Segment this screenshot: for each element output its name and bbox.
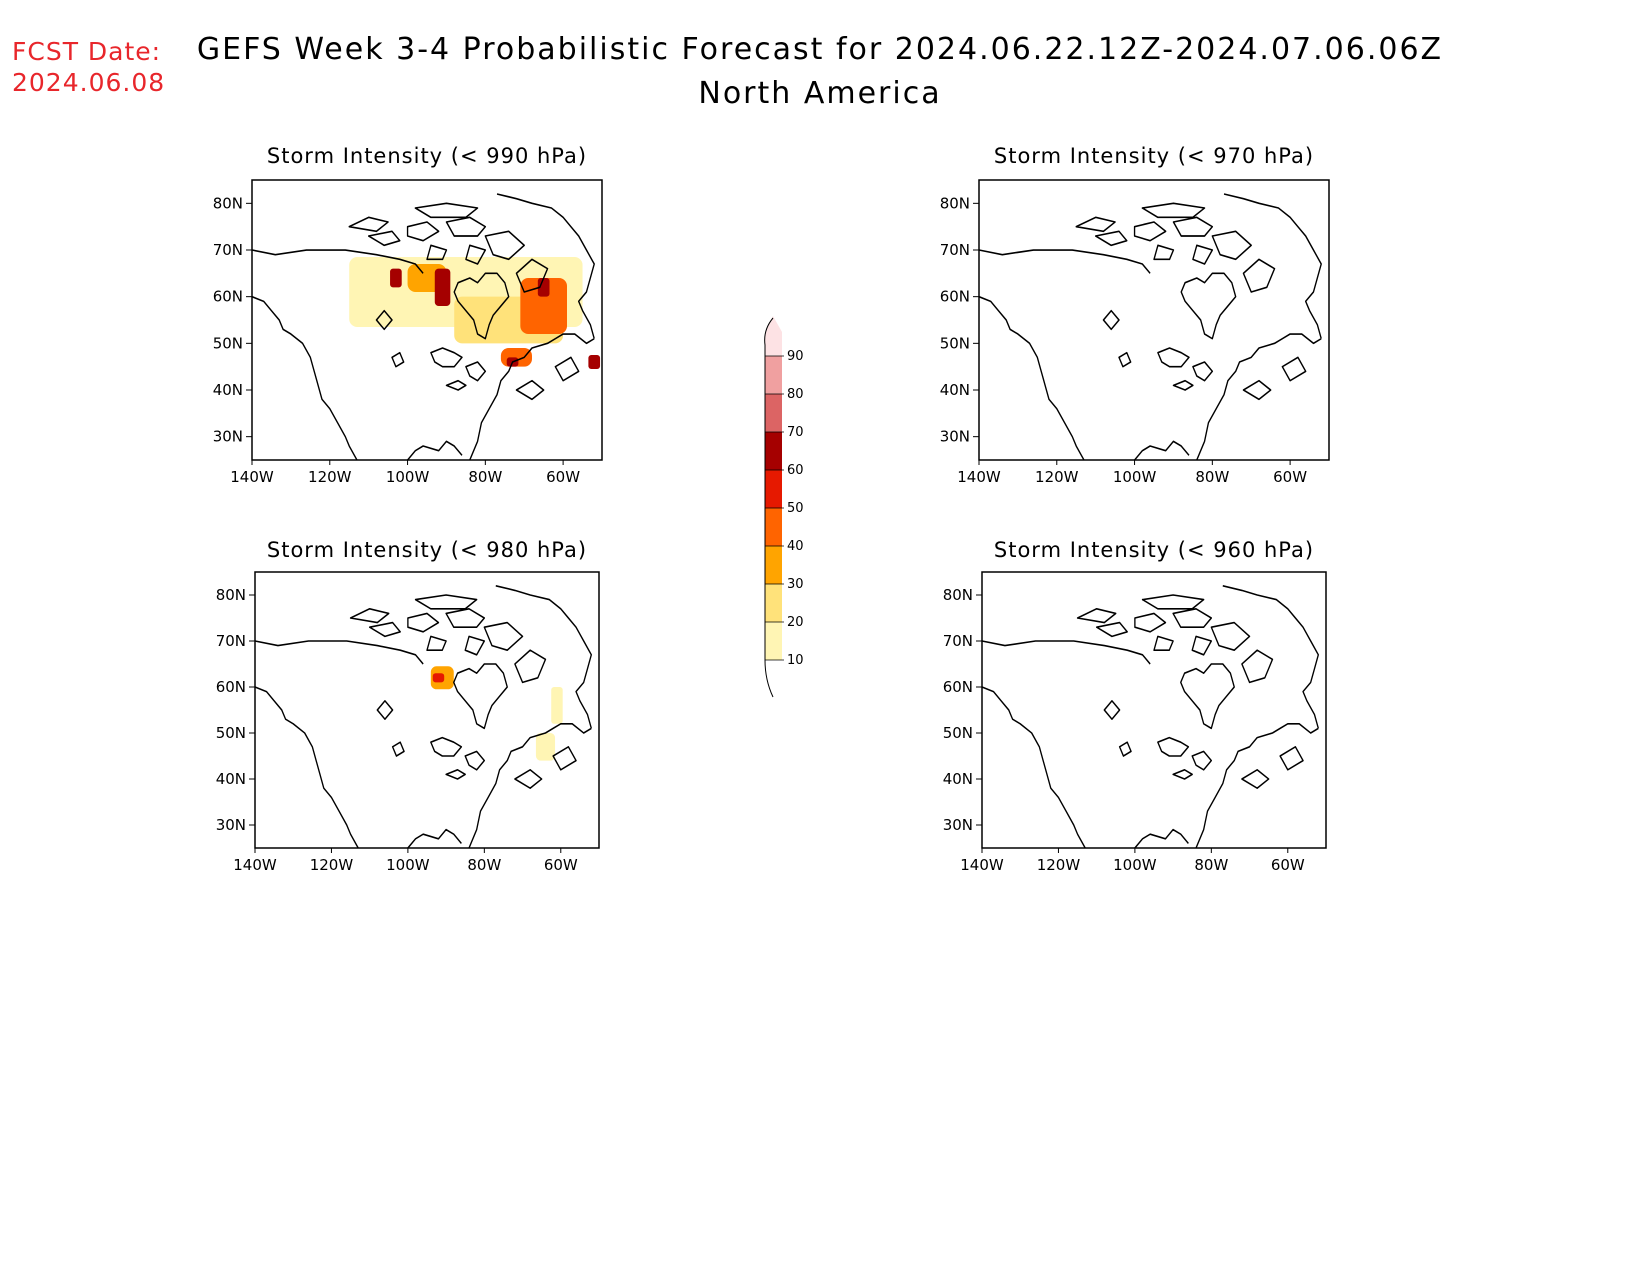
colorbar-tick-label: 70 [787,425,804,440]
lon-tick-label: 100W [386,468,430,486]
lat-tick-label: 70N [943,632,973,650]
lat-tick-label: 80N [216,586,246,604]
lon-tick-label: 100W [386,856,430,874]
main-title: GEFS Week 3-4 Probabilistic Forecast for… [196,32,1444,67]
panel-980-frame [254,571,600,849]
lat-tick-label: 30N [213,428,243,446]
lat-tick-label: 70N [213,241,243,259]
lat-tick-label: 80N [943,586,973,604]
panel-980-probability-layer [430,666,563,761]
panel-960-title: Storm Intensity (< 960 hPa) [994,538,1314,562]
lon-tick-label: 60W [544,856,578,874]
panel-990-axes: 80N 70N 60N 50N 40N 30N 140W 120W 100W 80W 60W [213,194,581,486]
lon-tick-label: 120W [310,856,354,874]
panel-960-frame [981,571,1327,849]
probability-cell [390,268,402,288]
colorbar-swatch [765,394,782,432]
lat-tick-label: 30N [940,428,970,446]
lon-tick-label: 60W [1273,468,1307,486]
colorbar-tick-label: 40 [787,539,804,554]
lat-tick-label: 50N [943,724,973,742]
lon-tick-label: 80W [1194,856,1228,874]
forecast-date-block: FCST Date: 2024.06.08 [12,36,165,98]
lat-tick-label: 60N [940,288,970,306]
colorbar-tick-label: 90 [787,349,804,364]
probability-cell [535,733,556,761]
lon-tick-label: 60W [1271,856,1305,874]
panel-960-axes: 80N 70N 60N 50N 40N 30N 140W 120W 100W 80W 60W [943,586,1305,874]
lon-tick-label: 140W [960,856,1004,874]
probability-cell [520,278,567,334]
lat-tick-label: 60N [943,678,973,696]
lon-tick-label: 60W [546,468,580,486]
lat-tick-label: 60N [216,678,246,696]
probability-cell [537,278,550,297]
panel-980-axes: 80N 70N 60N 50N 40N 30N 140W 120W 100W 80W 60W [216,586,578,874]
lon-tick-label: 140W [957,468,1001,486]
lat-tick-label: 30N [216,816,246,834]
colorbar-swatch [765,546,782,584]
lon-tick-label: 80W [467,856,501,874]
lat-tick-label: 80N [213,194,243,212]
colorbar-tick-label: 10 [787,653,804,668]
colorbar-swatch [765,622,782,660]
lon-tick-label: 80W [468,468,502,486]
probability-cell [551,687,563,724]
colorbar-tick-label: 50 [787,501,804,516]
colorbar-tick-label: 20 [787,615,804,630]
probability-cell [588,355,601,369]
lon-tick-label: 100W [1113,856,1157,874]
lat-tick-label: 40N [216,770,246,788]
lon-tick-label: 120W [1037,856,1081,874]
panel-980-title: Storm Intensity (< 980 hPa) [267,538,587,562]
colorbar-swatch [765,316,782,356]
lon-tick-label: 120W [308,468,352,486]
panel-990-probability-layer [349,257,601,369]
colorbar-outline [764,317,774,698]
forecast-date-label: FCST Date: [12,37,162,66]
colorbar-tick-label: 80 [787,387,804,402]
panel-970-axes: 80N 70N 60N 50N 40N 30N 140W 120W 100W 80W 60W [940,194,1308,486]
lon-tick-label: 140W [233,856,277,874]
lat-tick-label: 70N [216,632,246,650]
colorbar-swatch [765,584,782,622]
probability-cell [434,268,451,306]
forecast-date-value: 2024.06.08 [12,68,166,97]
lon-tick-label: 140W [230,468,274,486]
panel-970-title: Storm Intensity (< 970 hPa) [994,144,1314,168]
lat-tick-label: 80N [940,194,970,212]
panel-970: Storm Intensity (< 970 hPa) 80N 70N 60N 50N… [940,144,1330,486]
probability-cell [432,673,445,683]
probability-colorbar: 10 20 30 40 50 60 70 80 90 [764,316,804,698]
lat-tick-label: 40N [943,770,973,788]
lon-tick-label: 120W [1035,468,1079,486]
panel-990-title: Storm Intensity (< 990 hPa) [267,144,587,168]
panel-990: Storm Intensity (< 990 hPa) 80N 70N 60N 50N… [213,144,603,486]
lon-tick-label: 80W [1195,468,1229,486]
colorbar-tick-label: 60 [787,463,804,478]
colorbar-swatch [765,432,782,470]
lat-tick-label: 50N [213,334,243,352]
panel-960: Storm Intensity (< 960 hPa) 80N 70N 60N 50N… [943,538,1327,874]
colorbar-swatch [765,470,782,508]
lat-tick-label: 40N [940,381,970,399]
lat-tick-label: 40N [213,381,243,399]
colorbar-tick-label: 30 [787,577,804,592]
lon-tick-label: 100W [1113,468,1157,486]
lat-tick-label: 30N [943,816,973,834]
lat-tick-label: 60N [213,288,243,306]
colorbar-swatch [765,356,782,394]
lat-tick-label: 50N [216,724,246,742]
panel-970-frame [978,179,1330,461]
panel-980: Storm Intensity (< 980 hPa) 80N 70N 60N 50N… [216,538,600,874]
region-subtitle: North America [698,76,942,111]
lat-tick-label: 70N [940,241,970,259]
colorbar-swatch [765,508,782,546]
lat-tick-label: 50N [940,334,970,352]
